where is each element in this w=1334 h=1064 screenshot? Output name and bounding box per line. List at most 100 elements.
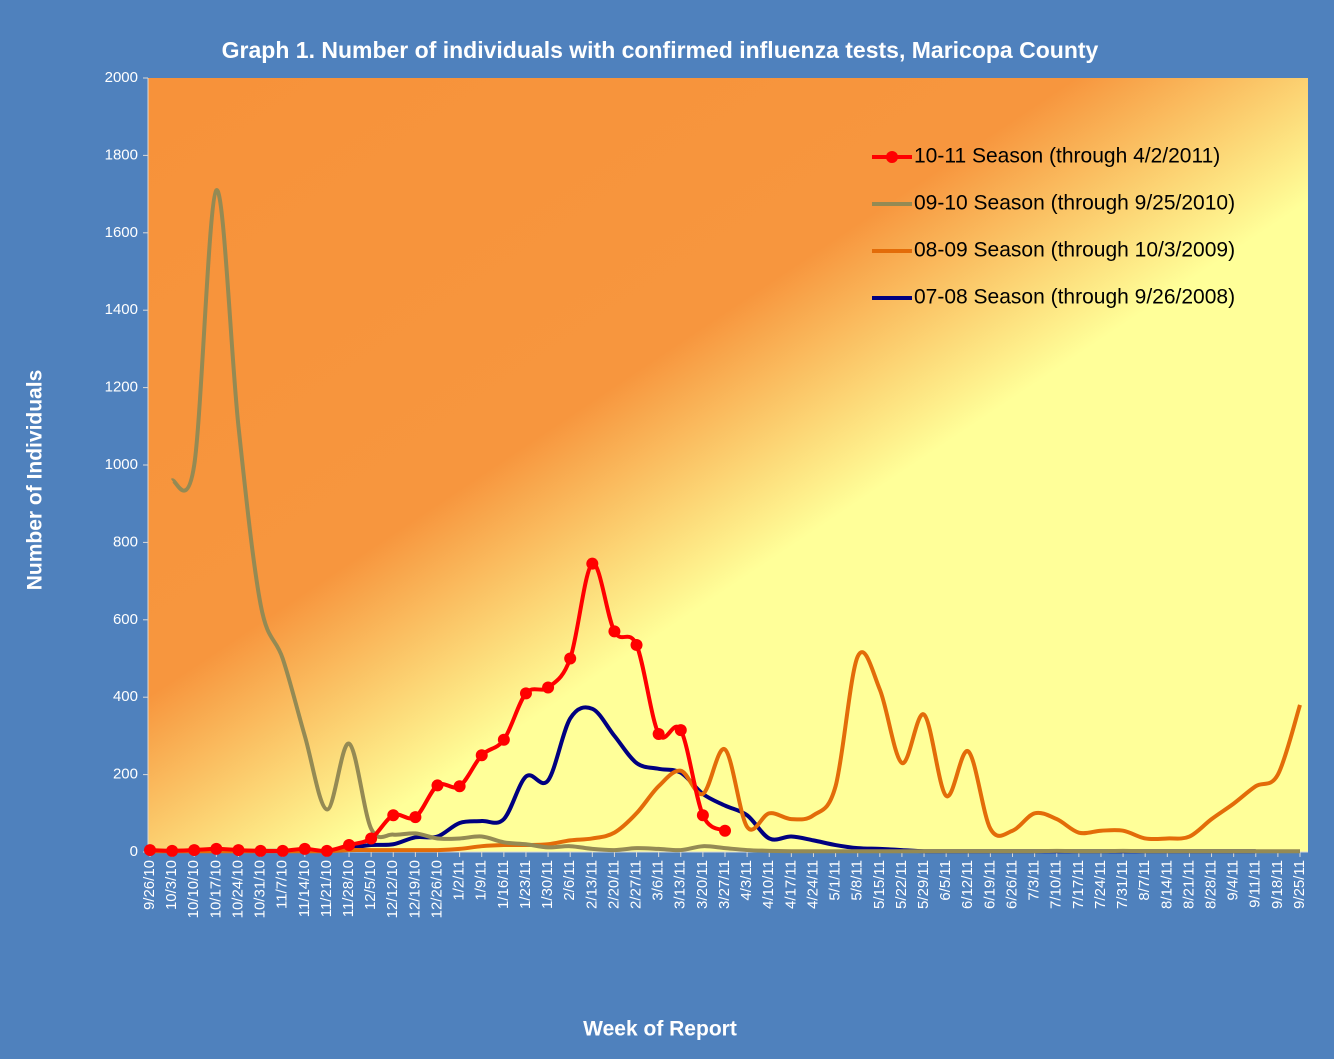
x-tick-label: 9/18/11 (1269, 860, 1286, 909)
data-point (674, 724, 687, 737)
data-point (365, 832, 378, 845)
data-point (188, 844, 201, 857)
x-tick-label: 10/10/10 (185, 860, 202, 918)
x-tick-label: 1/16/11 (495, 860, 512, 909)
y-tick-label: 600 (113, 611, 138, 628)
x-tick-label: 6/26/11 (1003, 860, 1020, 909)
x-tick-label: 6/12/11 (959, 860, 976, 909)
data-point (166, 844, 179, 857)
x-axis-title: Week of Report (583, 1018, 737, 1041)
y-tick-label: 200 (113, 766, 138, 783)
plot-area (148, 78, 1308, 852)
x-tick-label: 3/27/11 (716, 860, 733, 909)
series-line (170, 188, 1300, 854)
x-tick-label: 9/11/11 (1247, 860, 1264, 908)
x-tick-label: 5/8/11 (849, 860, 866, 901)
data-point (276, 844, 289, 857)
x-tick-label: 7/17/11 (1070, 860, 1087, 909)
x-tick-label: 4/3/11 (738, 860, 755, 901)
data-point (630, 638, 643, 651)
legend-label: 10-11 Season (through 4/2/2011) (914, 145, 1220, 168)
x-tick-label: 12/5/10 (362, 860, 379, 910)
y-tick-label: 1200 (105, 379, 138, 396)
data-point (519, 687, 532, 700)
data-point (431, 779, 444, 792)
legend-label: 07-08 Season (through 9/26/2008) (914, 286, 1235, 309)
x-tick-label: 2/20/11 (605, 860, 622, 909)
x-tick-label: 5/22/11 (893, 860, 910, 909)
x-tick-label: 7/24/11 (1092, 860, 1109, 909)
x-tick-label: 11/28/10 (340, 860, 357, 917)
x-tick-label: 3/20/11 (694, 860, 711, 909)
data-point (652, 727, 665, 740)
data-point (586, 557, 599, 570)
legend-label: 08-09 Season (through 10/3/2009) (914, 239, 1235, 262)
x-tick-label: 5/1/11 (827, 860, 844, 901)
data-point (542, 681, 555, 694)
x-tick-label: 1/9/11 (473, 860, 490, 901)
x-tick-label: 1/30/11 (539, 860, 556, 909)
x-tick-label: 4/24/11 (804, 860, 821, 909)
y-tick-label: 1000 (105, 456, 138, 473)
x-tick-label: 7/10/11 (1048, 860, 1065, 909)
x-tick-label: 6/5/11 (937, 860, 954, 901)
x-tick-label: 11/21/10 (318, 860, 335, 917)
y-tick-label: 400 (113, 688, 138, 705)
data-point (387, 809, 400, 822)
x-tick-label: 7/31/11 (1114, 860, 1131, 909)
x-tick-label: 12/12/10 (384, 860, 401, 918)
data-point (608, 625, 621, 638)
x-tick-label: 10/24/10 (229, 860, 246, 918)
y-axis-title: Number of Individuals (24, 370, 47, 591)
x-tick-label: 10/3/10 (163, 860, 180, 910)
y-tick-label: 0 (130, 843, 138, 860)
data-point (719, 824, 731, 837)
x-tick-label: 8/7/11 (1136, 860, 1153, 901)
x-tick-label: 10/31/10 (252, 860, 269, 918)
legend-label: 09-10 Season (through 9/25/2010) (914, 192, 1235, 215)
y-tick-label: 1400 (105, 301, 138, 318)
data-point (696, 809, 709, 822)
x-tick-label: 5/15/11 (871, 860, 888, 909)
x-tick-label: 8/21/11 (1180, 860, 1197, 909)
y-tick-label: 800 (113, 533, 138, 550)
x-tick-label: 2/6/11 (561, 860, 578, 901)
x-tick-label: 1/23/11 (517, 860, 534, 909)
x-tick-label: 8/14/11 (1158, 860, 1175, 909)
y-tick-label: 1600 (105, 224, 138, 241)
x-tick-label: 2/13/11 (583, 860, 600, 909)
data-point (453, 780, 466, 793)
y-tick-label: 2000 (105, 69, 138, 86)
x-tick-label: 6/19/11 (981, 860, 998, 909)
x-tick-label: 5/29/11 (915, 860, 932, 909)
data-point (144, 844, 156, 857)
data-point (409, 811, 422, 824)
x-tick-label: 3/6/11 (650, 860, 667, 901)
data-point (564, 652, 577, 665)
data-point (298, 842, 311, 855)
x-tick-label: 2/27/11 (628, 860, 645, 909)
data-point (497, 733, 510, 746)
y-tick-label: 1800 (105, 146, 138, 163)
data-point (343, 839, 356, 852)
chart-title: Graph 1. Number of individuals with conf… (222, 37, 1099, 63)
data-point (232, 844, 245, 857)
x-tick-label: 7/3/11 (1026, 860, 1043, 901)
x-tick-label: 4/17/11 (782, 860, 799, 909)
x-tick-label: 12/19/10 (406, 860, 423, 918)
x-tick-label: 9/26/10 (141, 860, 158, 910)
x-tick-label: 11/14/10 (296, 860, 313, 917)
x-tick-label: 3/13/11 (672, 860, 689, 909)
x-tick-label: 8/28/11 (1203, 860, 1220, 909)
data-point (475, 749, 488, 762)
x-tick-label: 9/4/11 (1225, 860, 1242, 901)
x-tick-label: 4/10/11 (760, 860, 777, 909)
data-point (254, 844, 267, 857)
x-tick-label: 1/2/11 (451, 860, 468, 901)
x-tick-label: 11/7/10 (274, 860, 291, 909)
data-point (320, 844, 333, 857)
x-tick-label: 12/26/10 (428, 860, 445, 918)
legend-marker (886, 151, 898, 163)
x-tick-label: 10/17/10 (207, 860, 224, 918)
